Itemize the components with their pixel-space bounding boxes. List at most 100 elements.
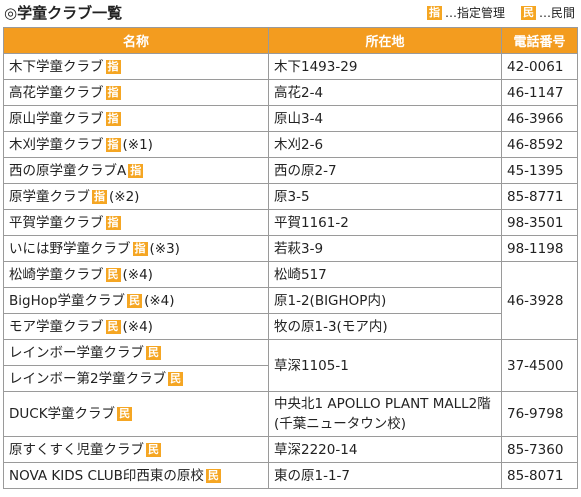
club-name-cell: DUCK学童クラブ民 (3, 391, 269, 437)
club-name: レインボー学童クラブ (9, 344, 144, 361)
table-row: 西の原学童クラブA 指 西の原2-7 45-1395 (3, 157, 578, 184)
legend-designated-text: …指定管理 (444, 6, 505, 20)
club-type-badge: 民 (105, 267, 121, 282)
club-type-badge: 指 (92, 189, 107, 204)
table-row: 木下学童クラブ指 木下1493-29 42-0061 (3, 53, 578, 80)
club-address: 高花2-4 (268, 79, 502, 106)
club-address: 木刈2-6 (268, 131, 502, 158)
table-row: BigHop学童クラブ民 (※4) 原1-2(BIGHOP内) (3, 287, 578, 314)
club-note: (※4) (122, 318, 153, 335)
club-name-cell: モア学童クラブ民 (※4) (3, 313, 269, 340)
club-phone: 45-1395 (501, 157, 578, 184)
table-row: NOVA KIDS CLUB印西東の原校民 東の原1-1-7 85-8071 (3, 462, 578, 489)
club-phone: 46-3928 (501, 261, 578, 340)
club-address: 牧の原1-3(モア内) (268, 313, 502, 340)
club-name: 木下学童クラブ (9, 58, 104, 75)
club-address: 草深1105-1 (268, 339, 502, 392)
club-name-cell: 原学童クラブ指 (※2) (3, 183, 269, 210)
club-type-badge: 指 (105, 85, 121, 100)
club-phone: 46-1147 (501, 79, 578, 106)
club-type-badge: 民 (168, 371, 184, 386)
club-phone: 46-3966 (501, 105, 578, 132)
club-type-badge: 指 (105, 137, 121, 152)
club-name-cell: NOVA KIDS CLUB印西東の原校民 (3, 462, 269, 489)
club-name-cell: レインボー学童クラブ民 (3, 339, 269, 366)
club-phone: 76-9798 (501, 391, 578, 437)
club-name: DUCK学童クラブ (9, 406, 116, 422)
club-type-badge: 民 (105, 319, 121, 334)
club-type-badge: 民 (146, 442, 161, 457)
table-header-row: 名称 所在地 電話番号 (3, 27, 578, 54)
page-title: ◎学童クラブ一覧 (4, 4, 123, 22)
club-type-badge: 民 (146, 345, 161, 360)
club-note: (※3) (149, 240, 180, 257)
legend-designated-badge: 指 (426, 6, 442, 20)
club-name: 松崎学童クラブ (9, 266, 104, 283)
club-name: いには野学童クラブ (9, 240, 131, 257)
column-header-address: 所在地 (268, 27, 502, 54)
table-row: 高花学童クラブ指 高花2-4 46-1147 (3, 79, 578, 106)
club-name: 平賀学童クラブ (9, 214, 104, 231)
club-name-cell: レインボー第2学童クラブ民 (3, 365, 269, 392)
club-address: 西の原2-7 (268, 157, 502, 184)
legend: 指 …指定管理 民 …民間 (425, 5, 575, 21)
club-name: 原学童クラブ (9, 188, 90, 205)
table-row: 原山学童クラブ指 原山3-4 46-3966 (3, 105, 578, 132)
club-type-badge: 指 (105, 215, 121, 230)
legend-private-badge: 民 (520, 6, 536, 20)
club-phone: 98-1198 (501, 235, 578, 262)
club-type-badge: 民 (127, 293, 143, 308)
club-name: 木刈学童クラブ (9, 136, 104, 153)
club-phone: 85-8771 (501, 183, 578, 210)
club-type-badge: 指 (132, 241, 148, 256)
club-address: 原3-5 (268, 183, 502, 210)
table-row: 原学童クラブ指 (※2) 原3-5 85-8771 (3, 183, 578, 210)
table-row: 平賀学童クラブ指 平賀1161-2 98-3501 (3, 209, 578, 236)
club-table: 名称 所在地 電話番号 木下学童クラブ指 木下1493-29 42-0061 高… (3, 27, 578, 489)
club-address: 中央北1 APOLLO PLANT MALL2階(千葉ニュータウン校) (268, 391, 502, 437)
club-name: BigHop学童クラブ (9, 292, 126, 309)
club-address: 平賀1161-2 (268, 209, 502, 236)
club-note: (※1) (122, 136, 153, 153)
club-phone: 46-8592 (501, 131, 578, 158)
club-name: 原山学童クラブ (9, 110, 104, 127)
club-phone: 98-3501 (501, 209, 578, 236)
club-type-badge: 指 (128, 163, 144, 178)
column-header-phone: 電話番号 (501, 27, 578, 54)
page-header: ◎学童クラブ一覧 指 …指定管理 民 …民間 (0, 0, 581, 27)
legend-private-text: …民間 (538, 6, 575, 20)
club-name-cell: 松崎学童クラブ民 (※4) (3, 261, 269, 288)
table-row: DUCK学童クラブ民 中央北1 APOLLO PLANT MALL2階(千葉ニュ… (3, 391, 578, 437)
club-name: NOVA KIDS CLUB印西東の原校 (9, 467, 204, 484)
club-address: 松崎517 (268, 261, 502, 288)
club-type-badge: 民 (205, 468, 221, 483)
club-name: 原すくすく児童クラブ (9, 441, 144, 458)
club-note: (※2) (109, 188, 140, 205)
table-row: いには野学童クラブ指 (※3) 若萩3-9 98-1198 (3, 235, 578, 262)
club-name: 高花学童クラブ (9, 84, 104, 101)
club-type-badge: 指 (105, 111, 121, 126)
table-row: モア学童クラブ民 (※4) 牧の原1-3(モア内) (3, 313, 578, 340)
club-address: 原1-2(BIGHOP内) (268, 287, 502, 314)
club-name-cell: 平賀学童クラブ指 (3, 209, 269, 236)
table-row: 松崎学童クラブ民 (※4) 松崎517 46-3928 (3, 261, 578, 340)
club-name-cell: 高花学童クラブ指 (3, 79, 269, 106)
club-name-cell: BigHop学童クラブ民 (※4) (3, 287, 269, 314)
club-phone: 85-7360 (501, 436, 578, 463)
club-note: (※4) (144, 292, 175, 309)
club-name: レインボー第2学童クラブ (9, 370, 167, 387)
club-address: 木下1493-29 (268, 53, 502, 80)
table-row: レインボー学童クラブ民 草深1105-1 37-4500 (3, 339, 578, 392)
column-header-name: 名称 (3, 27, 269, 54)
club-address: 原山3-4 (268, 105, 502, 132)
club-phone: 42-0061 (501, 53, 578, 80)
club-name-cell: 西の原学童クラブA 指 (3, 157, 269, 184)
table-row: 原すくすく児童クラブ民 草深2220-14 85-7360 (3, 436, 578, 463)
club-type-badge: 指 (105, 59, 121, 74)
club-name-cell: 原山学童クラブ指 (3, 105, 269, 132)
club-address: 若萩3-9 (268, 235, 502, 262)
club-name-cell: 木下学童クラブ指 (3, 53, 269, 80)
club-phone: 37-4500 (501, 339, 578, 392)
table-row: 木刈学童クラブ指 (※1) 木刈2-6 46-8592 (3, 131, 578, 158)
club-name: モア学童クラブ (9, 318, 104, 335)
